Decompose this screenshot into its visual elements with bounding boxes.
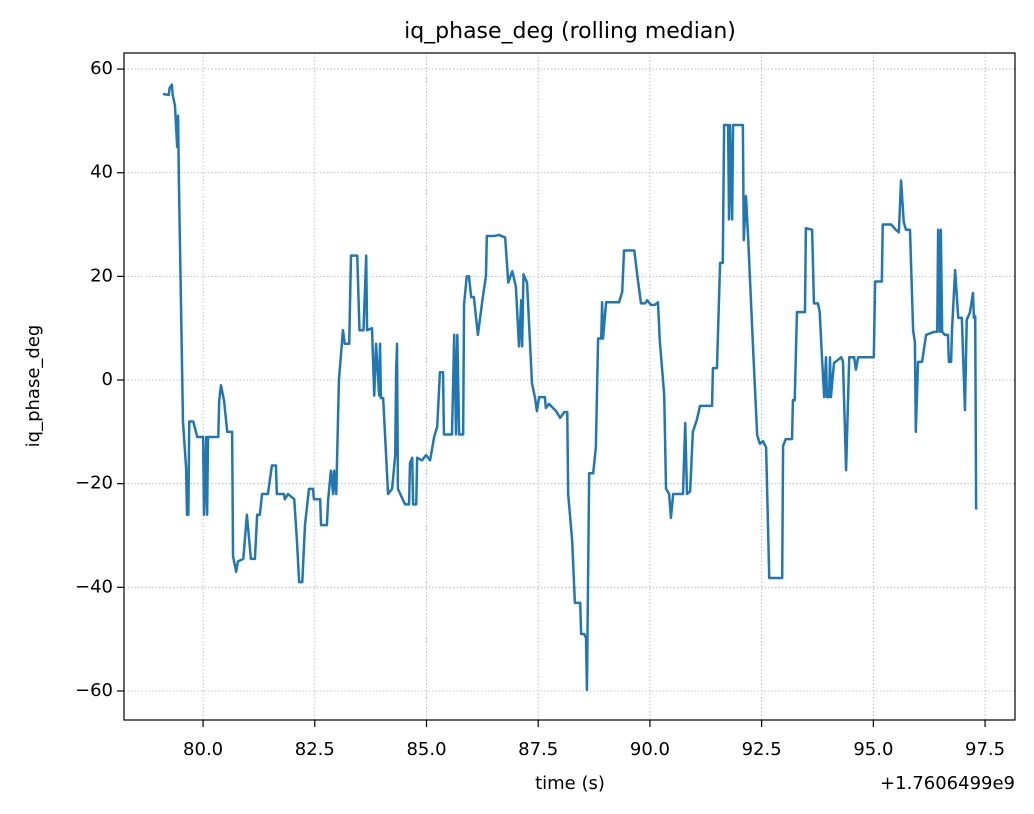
chart-title: iq_phase_deg (rolling median) [404,19,736,44]
plot-frame [123,52,1016,721]
x-tick-label: 82.5 [295,739,335,760]
y-tick-label: 0 [102,369,113,390]
y-tick-label: −40 [75,576,113,597]
x-tick-label: 87.5 [518,739,558,760]
y-tick-label: 20 [90,265,113,286]
x-tick-label: 97.5 [965,739,1005,760]
data-line [162,83,978,692]
x-tick-label: 92.5 [742,739,782,760]
y-axis-label: iq_phase_deg [23,325,44,448]
x-axis-label: time (s) [535,773,605,794]
x-tick-label: 90.0 [630,739,670,760]
x-tick-label: 80.0 [183,739,223,760]
x-tick-label: 95.0 [853,739,893,760]
y-tick-label: 40 [90,162,113,183]
y-tick-label: −60 [75,680,113,701]
y-tick-label: 60 [90,58,113,79]
x-offset-label: +1.7606499e9 [880,773,1015,794]
y-tick-label: −20 [75,473,113,494]
x-tick-label: 85.0 [406,739,446,760]
